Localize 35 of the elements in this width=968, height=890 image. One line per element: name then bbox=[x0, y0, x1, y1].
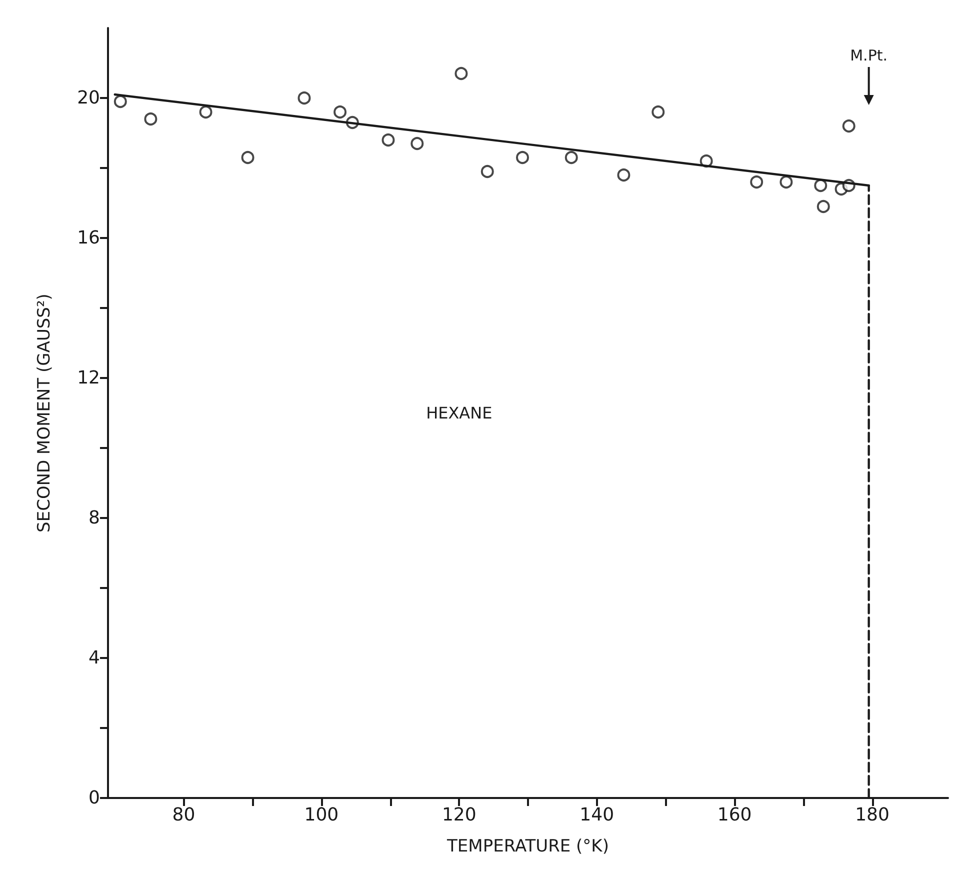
x-tick-label: 80 bbox=[172, 804, 196, 826]
point bbox=[564, 151, 578, 164]
x-tick-label: 120 bbox=[442, 804, 476, 826]
y-tick-label: 20 bbox=[77, 88, 100, 108]
x-tick-label: 160 bbox=[717, 804, 752, 826]
x-axis-title: TEMPERATURE (°K) bbox=[446, 836, 609, 856]
x-tick-label: 140 bbox=[580, 804, 614, 826]
point bbox=[410, 137, 424, 150]
annotation: HEXANE bbox=[426, 404, 492, 422]
point bbox=[382, 134, 395, 146]
y-tick-label: 4 bbox=[88, 648, 100, 668]
point bbox=[298, 92, 311, 104]
annotation: M.Pt. bbox=[850, 46, 888, 64]
point bbox=[144, 112, 158, 126]
point bbox=[617, 168, 630, 182]
point bbox=[199, 106, 212, 118]
point bbox=[750, 176, 764, 188]
point bbox=[114, 95, 127, 108]
y-tick-label: 0 bbox=[88, 788, 100, 808]
point bbox=[334, 106, 347, 118]
y-tick-label: 8 bbox=[88, 508, 100, 528]
point bbox=[241, 151, 254, 164]
y-axis-title: SECOND MOMENT (GAUSS²) bbox=[34, 294, 54, 532]
point bbox=[454, 67, 468, 80]
point bbox=[816, 200, 830, 213]
y-tick-label: 16 bbox=[77, 228, 100, 248]
x-tick-label: 180 bbox=[855, 804, 890, 826]
point bbox=[516, 151, 529, 164]
point bbox=[652, 106, 665, 118]
point bbox=[480, 165, 494, 178]
point bbox=[814, 179, 828, 192]
point bbox=[842, 120, 856, 132]
x-tick-label: 100 bbox=[304, 804, 339, 826]
y-tick-label: 12 bbox=[77, 368, 100, 388]
point bbox=[780, 176, 793, 188]
